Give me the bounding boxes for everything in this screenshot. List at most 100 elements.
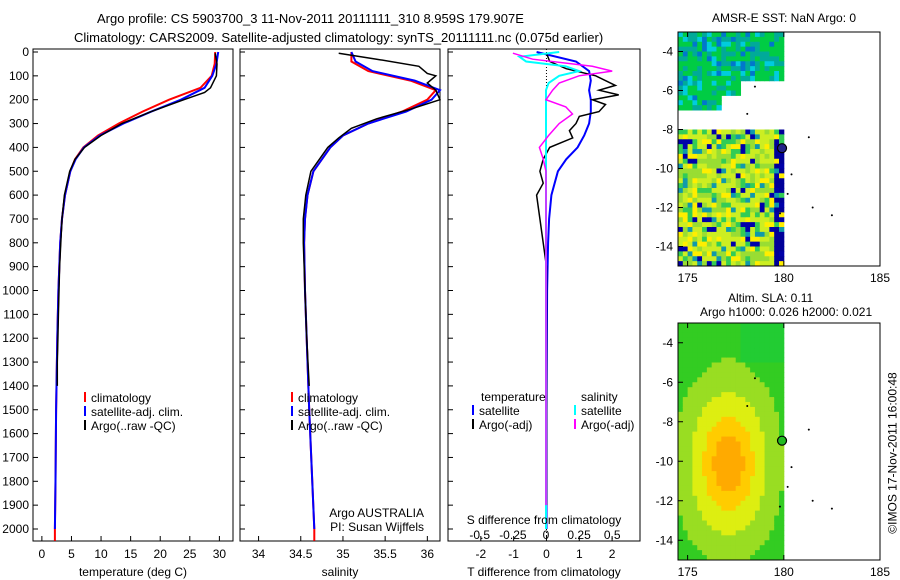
map-cell: [769, 183, 775, 189]
map-cell: [735, 149, 742, 155]
map-cell: [697, 207, 703, 213]
map-cell: [678, 476, 684, 482]
map-cell: [779, 222, 785, 228]
map-cell: [687, 337, 693, 344]
map-cell: [716, 246, 722, 252]
map-cell: [735, 134, 742, 140]
map-cell: [726, 90, 732, 96]
map-cell: [716, 144, 722, 150]
map-cell: [730, 392, 737, 398]
map-cell: [759, 377, 766, 383]
legend-label: Argo(-adj): [581, 418, 634, 432]
map-cell: [764, 352, 770, 359]
map-cell: [711, 80, 717, 87]
map-cell: [682, 446, 689, 452]
map-cell: [716, 421, 722, 428]
map-cell: [759, 515, 766, 521]
map-cell: [759, 426, 766, 433]
panel-difference-frame: [447, 48, 641, 542]
map-cell: [706, 367, 713, 373]
map-cell: [769, 36, 775, 43]
map-cell: [779, 178, 785, 184]
map-cell: [769, 515, 775, 521]
map-cell: [764, 217, 770, 223]
map-cell: [692, 66, 698, 72]
map-cell: [721, 500, 727, 507]
map-cell: [678, 545, 684, 551]
map-cell: [726, 520, 732, 526]
map-cell: [740, 377, 746, 383]
map-cell: [716, 75, 722, 82]
map-cell: [754, 56, 761, 62]
map-cell: [759, 197, 766, 204]
map-cell: [740, 168, 746, 174]
island-dot: [786, 192, 789, 195]
map-cell: [740, 51, 746, 57]
map-cell: [692, 466, 698, 472]
map-cell: [706, 178, 713, 184]
map-cell: [721, 90, 727, 96]
map-cell: [769, 41, 775, 48]
map-cell: [745, 222, 751, 228]
map-cell: [740, 178, 746, 184]
map-cell: [682, 392, 689, 398]
map-cell: [754, 139, 761, 145]
map-cell: [764, 75, 770, 82]
map-cell: [750, 36, 756, 43]
map-cell: [702, 337, 708, 344]
map-cell: [769, 342, 775, 349]
map-cell: [750, 461, 756, 467]
map-cell: [740, 323, 746, 329]
map-cell: [735, 337, 742, 344]
map-cell: [678, 525, 684, 531]
map-cell: [711, 500, 717, 507]
map-cell: [726, 441, 732, 447]
map-cell: [716, 153, 722, 160]
map-cell: [682, 75, 689, 82]
map-cell: [764, 500, 770, 507]
map-cell: [721, 411, 727, 418]
map-cell: [692, 510, 698, 517]
map-cell: [692, 505, 698, 512]
map-cell: [745, 188, 751, 194]
map-cell: [750, 75, 756, 82]
map-cell: [735, 352, 742, 359]
map-cell: [687, 421, 693, 428]
series-satellite-adj-clim-: [303, 51, 442, 530]
map-cell: [682, 540, 689, 546]
map-cell: [740, 382, 746, 388]
map-cell: [706, 347, 713, 354]
map-cell: [750, 471, 756, 477]
x-axis-label: temperature (deg C): [79, 565, 187, 579]
map-cell: [774, 411, 780, 418]
map-cell: [730, 144, 737, 150]
map-cell: [740, 397, 746, 403]
map-cell: [769, 144, 775, 150]
map-cell: [692, 362, 698, 368]
map-cell: [750, 421, 756, 428]
map-cell: [682, 183, 689, 189]
map-cell: [721, 173, 727, 179]
map-cell: [740, 441, 746, 447]
x-axis-label: T difference from climatology: [467, 565, 621, 579]
map-cell: [754, 520, 761, 526]
map-cell: [721, 426, 727, 433]
map-cell: [726, 188, 732, 194]
map-cell: [682, 347, 689, 354]
map-cell: [750, 231, 756, 238]
island-dot: [807, 136, 810, 139]
x2-tick-label: -0.25: [499, 528, 527, 542]
map-cell: [735, 362, 742, 368]
map-cell: [735, 367, 742, 373]
map-cell: [721, 332, 727, 339]
y-tick-label: 1200: [2, 331, 29, 345]
map-cell: [687, 256, 693, 262]
map-cell: [692, 500, 698, 507]
map-cell: [697, 456, 703, 462]
map-cell: [697, 406, 703, 413]
map-cell: [682, 342, 689, 349]
map-cell: [779, 323, 785, 329]
map-cell: [754, 485, 761, 492]
map-cell: [779, 342, 785, 349]
map-cell: [779, 129, 785, 135]
